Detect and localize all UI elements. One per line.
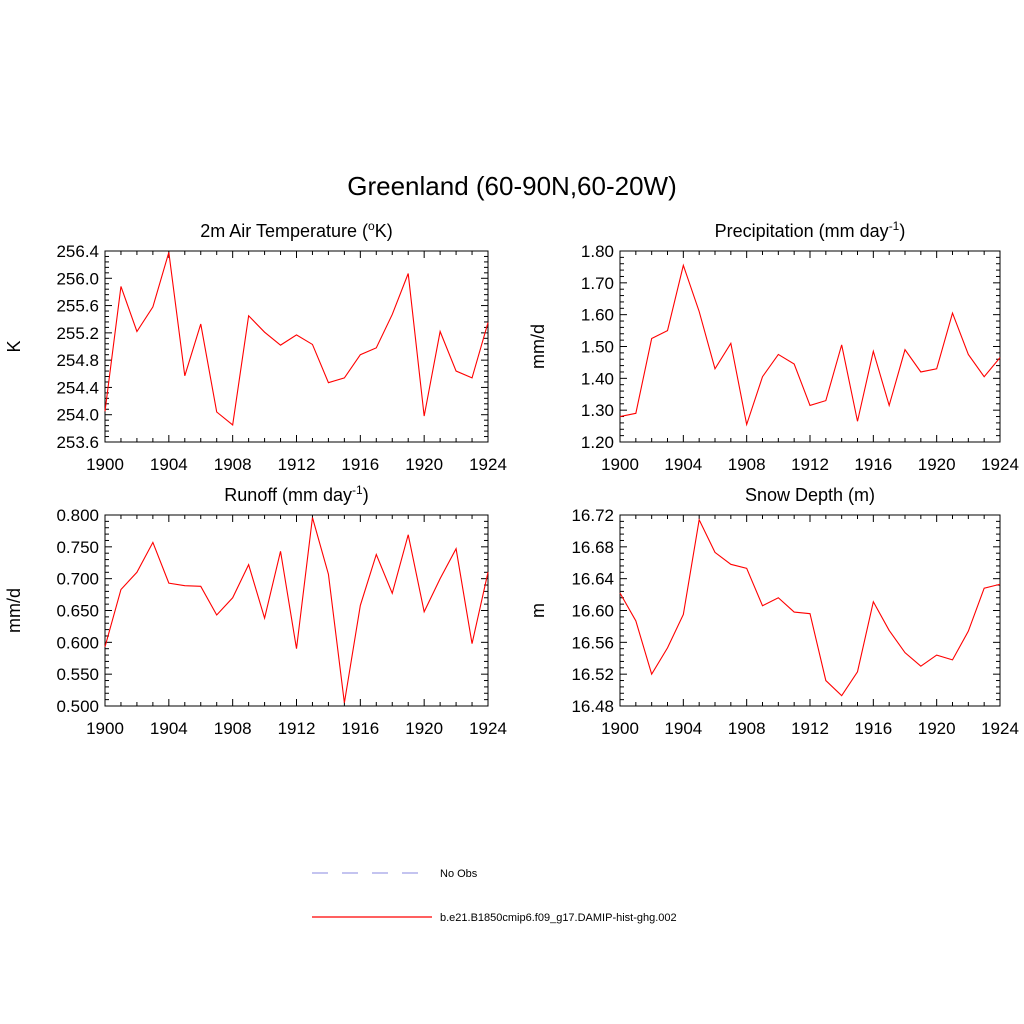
plot-frame (104, 250, 489, 443)
panel-title-main: 2m Air Temperature ( (200, 221, 368, 241)
y-tick-label: 0.650 (56, 602, 99, 621)
legend-item-1: No Obs (312, 868, 478, 880)
x-tick-label: 1916 (854, 719, 892, 738)
panel-title: 2m Air Temperature (oK) (200, 219, 392, 241)
x-tick-label: 1912 (791, 455, 829, 474)
y-tick-label: 1.50 (581, 338, 614, 357)
chart-panel-2: 1900 1904 1908 1912 1916 1920 1924 1.20 1.30 1.40… (528, 219, 1019, 474)
y-axis-label: mm/d (4, 588, 24, 633)
x-tick-label: 1908 (728, 455, 766, 474)
legend-label: b.e21.B1850cmip6.f09_g17.DAMIP-hist-ghg.… (440, 912, 677, 924)
x-tick-label: 1924 (981, 455, 1019, 474)
x-tick-label: 1908 (214, 455, 252, 474)
y-tick-label: 1.30 (581, 401, 614, 420)
y-axis-label: m (528, 603, 548, 618)
y-tick-label: 0.700 (56, 570, 99, 589)
x-tick-label: 1904 (664, 719, 702, 738)
y-tick-label: 16.52 (571, 665, 614, 684)
chart-panel-4: 1900 1904 1908 1912 1916 1920 1924 16.48 16.52 16… (528, 485, 1019, 738)
panel-title-main: Runoff (mm day (224, 485, 352, 505)
series-line-1 (619, 263, 1001, 427)
y-tick-label: 1.60 (581, 306, 614, 325)
x-tick-label: 1900 (601, 455, 639, 474)
x-tick-label: 1920 (405, 455, 443, 474)
y-tick-label: 1.80 (581, 242, 614, 261)
legend-item-2: b.e21.B1850cmip6.f09_g17.DAMIP-hist-ghg.… (312, 912, 677, 924)
panel-title-sup: -1 (352, 483, 363, 497)
x-tick-label: 1924 (469, 719, 507, 738)
y-tick-label: 254.4 (56, 378, 99, 397)
x-tick-label: 1920 (405, 719, 443, 738)
y-tick-label: 255.6 (56, 297, 99, 316)
panel-title: Precipitation (mm day-1) (715, 219, 906, 241)
series-line-1 (104, 252, 489, 426)
panel-title-tail: K) (375, 221, 393, 241)
x-tick-label: 1900 (601, 719, 639, 738)
x-tick-label: 1912 (278, 719, 316, 738)
y-tick-label: 0.500 (56, 697, 99, 716)
y-tick-label: 253.6 (56, 433, 99, 452)
legend: No Obs b.e21.B1850cmip6.f09_g17.DAMIP-his… (312, 868, 677, 924)
y-tick-label: 256.0 (56, 269, 99, 288)
y-tick-label: 1.20 (581, 433, 614, 452)
plot-frame (619, 514, 1001, 707)
y-tick-label: 16.68 (571, 538, 614, 557)
panel-title-sup: -1 (889, 219, 900, 233)
y-tick-label: 16.56 (571, 633, 614, 652)
y-tick-label: 16.60 (571, 602, 614, 621)
x-tick-label: 1912 (791, 719, 829, 738)
x-tick-label: 1916 (341, 719, 379, 738)
y-tick-label: 254.8 (56, 351, 99, 370)
x-tick-label: 1908 (214, 719, 252, 738)
x-tick-label: 1904 (150, 719, 188, 738)
y-tick-label: 1.70 (581, 274, 614, 293)
y-tick-label: 1.40 (581, 369, 614, 388)
y-tick-label: 0.800 (56, 506, 99, 525)
x-tick-label: 1920 (918, 455, 956, 474)
panel-title-tail: ) (899, 221, 905, 241)
x-tick-label: 1904 (664, 455, 702, 474)
panel-title-tail: ) (363, 485, 369, 505)
y-tick-label: 16.48 (571, 697, 614, 716)
legend-label: No Obs (440, 868, 478, 880)
series-line-1 (104, 517, 489, 703)
x-tick-label: 1920 (918, 719, 956, 738)
main-title: Greenland (60-90N,60-20W) (347, 171, 677, 201)
series-line-1 (619, 517, 1001, 697)
x-tick-label: 1904 (150, 455, 188, 474)
panels: 1900 1904 1908 1912 1916 1920 1924 253.6 254.0 25… (4, 219, 1019, 738)
plot-frame (104, 514, 489, 707)
y-tick-label: 16.64 (571, 570, 614, 589)
x-tick-label: 1916 (854, 455, 892, 474)
y-tick-label: 0.550 (56, 665, 99, 684)
chart-panel-1: 1900 1904 1908 1912 1916 1920 1924 253.6 254.0 25… (4, 219, 507, 474)
y-tick-label: 16.72 (571, 506, 614, 525)
y-tick-label: 256.4 (56, 242, 99, 261)
y-axis-label: mm/d (528, 324, 548, 369)
y-tick-label: 0.600 (56, 633, 99, 652)
panel-title: Runoff (mm day-1) (224, 483, 368, 505)
y-tick-label: 255.2 (56, 324, 99, 343)
panel-title-main: Snow Depth (m) (745, 485, 875, 505)
y-tick-label: 0.750 (56, 538, 99, 557)
x-tick-label: 1916 (341, 455, 379, 474)
panel-title-main: Precipitation (mm day (715, 221, 889, 241)
x-tick-label: 1912 (278, 455, 316, 474)
x-tick-label: 1924 (981, 719, 1019, 738)
y-axis-label: K (4, 340, 24, 352)
x-tick-label: 1908 (728, 719, 766, 738)
panel-title: Snow Depth (m) (745, 485, 875, 505)
x-tick-label: 1900 (86, 455, 124, 474)
x-tick-label: 1900 (86, 719, 124, 738)
panel-title-sup: o (368, 219, 375, 233)
chart-panel-3: 1900 1904 1908 1912 1916 1920 1924 0.500 0.550 0.… (4, 483, 507, 738)
x-tick-label: 1924 (469, 455, 507, 474)
y-tick-label: 254.0 (56, 406, 99, 425)
